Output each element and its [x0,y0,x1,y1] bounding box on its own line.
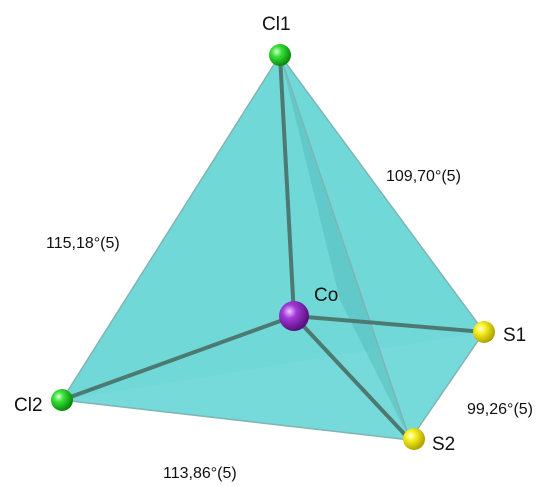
angle-cl2-co-s2: 113,86°(5) [163,465,237,482]
face-right [280,55,484,440]
bond-co-cl1 [278,53,296,318]
atom-s2 [403,428,425,450]
angle-s1-co-s2: 99,26°(5) [467,401,533,418]
label-cl2: Cl2 [14,395,43,416]
label-cl1: Cl1 [262,14,291,35]
label-co: Co [314,285,338,306]
atom-co [279,301,309,331]
bond-co-s1 [292,314,486,334]
face-left [62,55,410,440]
angle-cl1-co-s1: 109,70°(5) [386,168,461,185]
angle-cl1-co-cl2: 115,18°(5) [46,235,120,252]
atom-cl2 [51,389,73,411]
atom-s1 [473,321,495,343]
face-back [62,55,484,400]
polyhedron-edges [61,54,485,441]
label-s2: S2 [432,434,455,455]
label-s1: S1 [503,325,526,346]
bond-co-cl2 [60,314,296,402]
bond-co-s2 [292,314,412,442]
atom-cl1 [269,44,291,66]
bonds [60,53,486,442]
